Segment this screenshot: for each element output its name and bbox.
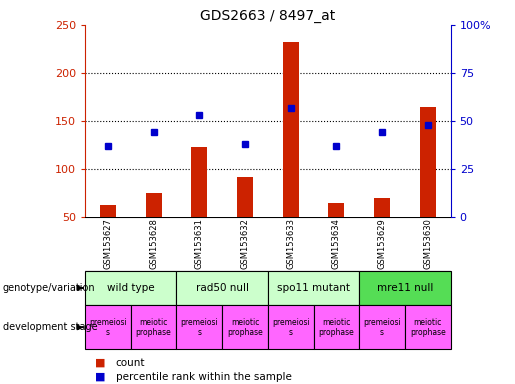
Text: wild type: wild type bbox=[107, 283, 154, 293]
Bar bbox=[314, 305, 359, 349]
Text: genotype/variation: genotype/variation bbox=[3, 283, 95, 293]
Bar bbox=[283, 42, 299, 217]
Text: GSM153631: GSM153631 bbox=[195, 218, 204, 269]
Title: GDS2663 / 8497_at: GDS2663 / 8497_at bbox=[200, 8, 335, 23]
Bar bbox=[85, 305, 131, 349]
Text: ■: ■ bbox=[95, 372, 106, 382]
Text: mre11 null: mre11 null bbox=[377, 283, 433, 293]
Bar bbox=[374, 198, 390, 217]
Text: count: count bbox=[116, 358, 145, 368]
Text: GSM153627: GSM153627 bbox=[104, 218, 112, 269]
Bar bbox=[268, 305, 314, 349]
Text: meiotic
prophase: meiotic prophase bbox=[135, 318, 171, 337]
Text: ■: ■ bbox=[95, 358, 106, 368]
Text: premeiosi
s: premeiosi s bbox=[180, 318, 218, 337]
Bar bbox=[420, 107, 436, 217]
Text: GSM153632: GSM153632 bbox=[241, 218, 249, 269]
Bar bbox=[237, 177, 253, 217]
Text: GSM153630: GSM153630 bbox=[423, 218, 432, 269]
Bar bbox=[268, 271, 359, 305]
Text: percentile rank within the sample: percentile rank within the sample bbox=[116, 372, 292, 382]
Text: GSM153629: GSM153629 bbox=[377, 218, 387, 269]
Bar bbox=[146, 193, 162, 217]
Text: meiotic
prophase: meiotic prophase bbox=[318, 318, 354, 337]
Text: spo11 mutant: spo11 mutant bbox=[277, 283, 350, 293]
Text: rad50 null: rad50 null bbox=[196, 283, 249, 293]
Text: premeiosi
s: premeiosi s bbox=[89, 318, 127, 337]
Bar bbox=[131, 305, 176, 349]
Bar bbox=[405, 305, 451, 349]
Text: GSM153634: GSM153634 bbox=[332, 218, 341, 269]
Text: meiotic
prophase: meiotic prophase bbox=[227, 318, 263, 337]
Text: premeiosi
s: premeiosi s bbox=[272, 318, 310, 337]
Text: development stage: development stage bbox=[3, 322, 97, 333]
Text: GSM153633: GSM153633 bbox=[286, 218, 295, 269]
Bar bbox=[222, 305, 268, 349]
Bar bbox=[191, 147, 207, 217]
Bar bbox=[359, 271, 451, 305]
Text: meiotic
prophase: meiotic prophase bbox=[410, 318, 445, 337]
Text: premeiosi
s: premeiosi s bbox=[363, 318, 401, 337]
Bar bbox=[176, 305, 222, 349]
Bar bbox=[100, 205, 116, 217]
Bar bbox=[359, 305, 405, 349]
Text: GSM153628: GSM153628 bbox=[149, 218, 158, 269]
Bar bbox=[85, 271, 176, 305]
Bar bbox=[329, 203, 345, 217]
Bar bbox=[176, 271, 268, 305]
